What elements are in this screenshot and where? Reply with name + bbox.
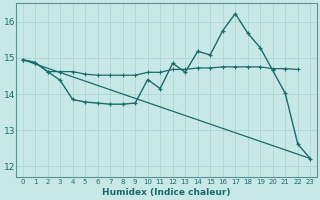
X-axis label: Humidex (Indice chaleur): Humidex (Indice chaleur) <box>102 188 231 197</box>
